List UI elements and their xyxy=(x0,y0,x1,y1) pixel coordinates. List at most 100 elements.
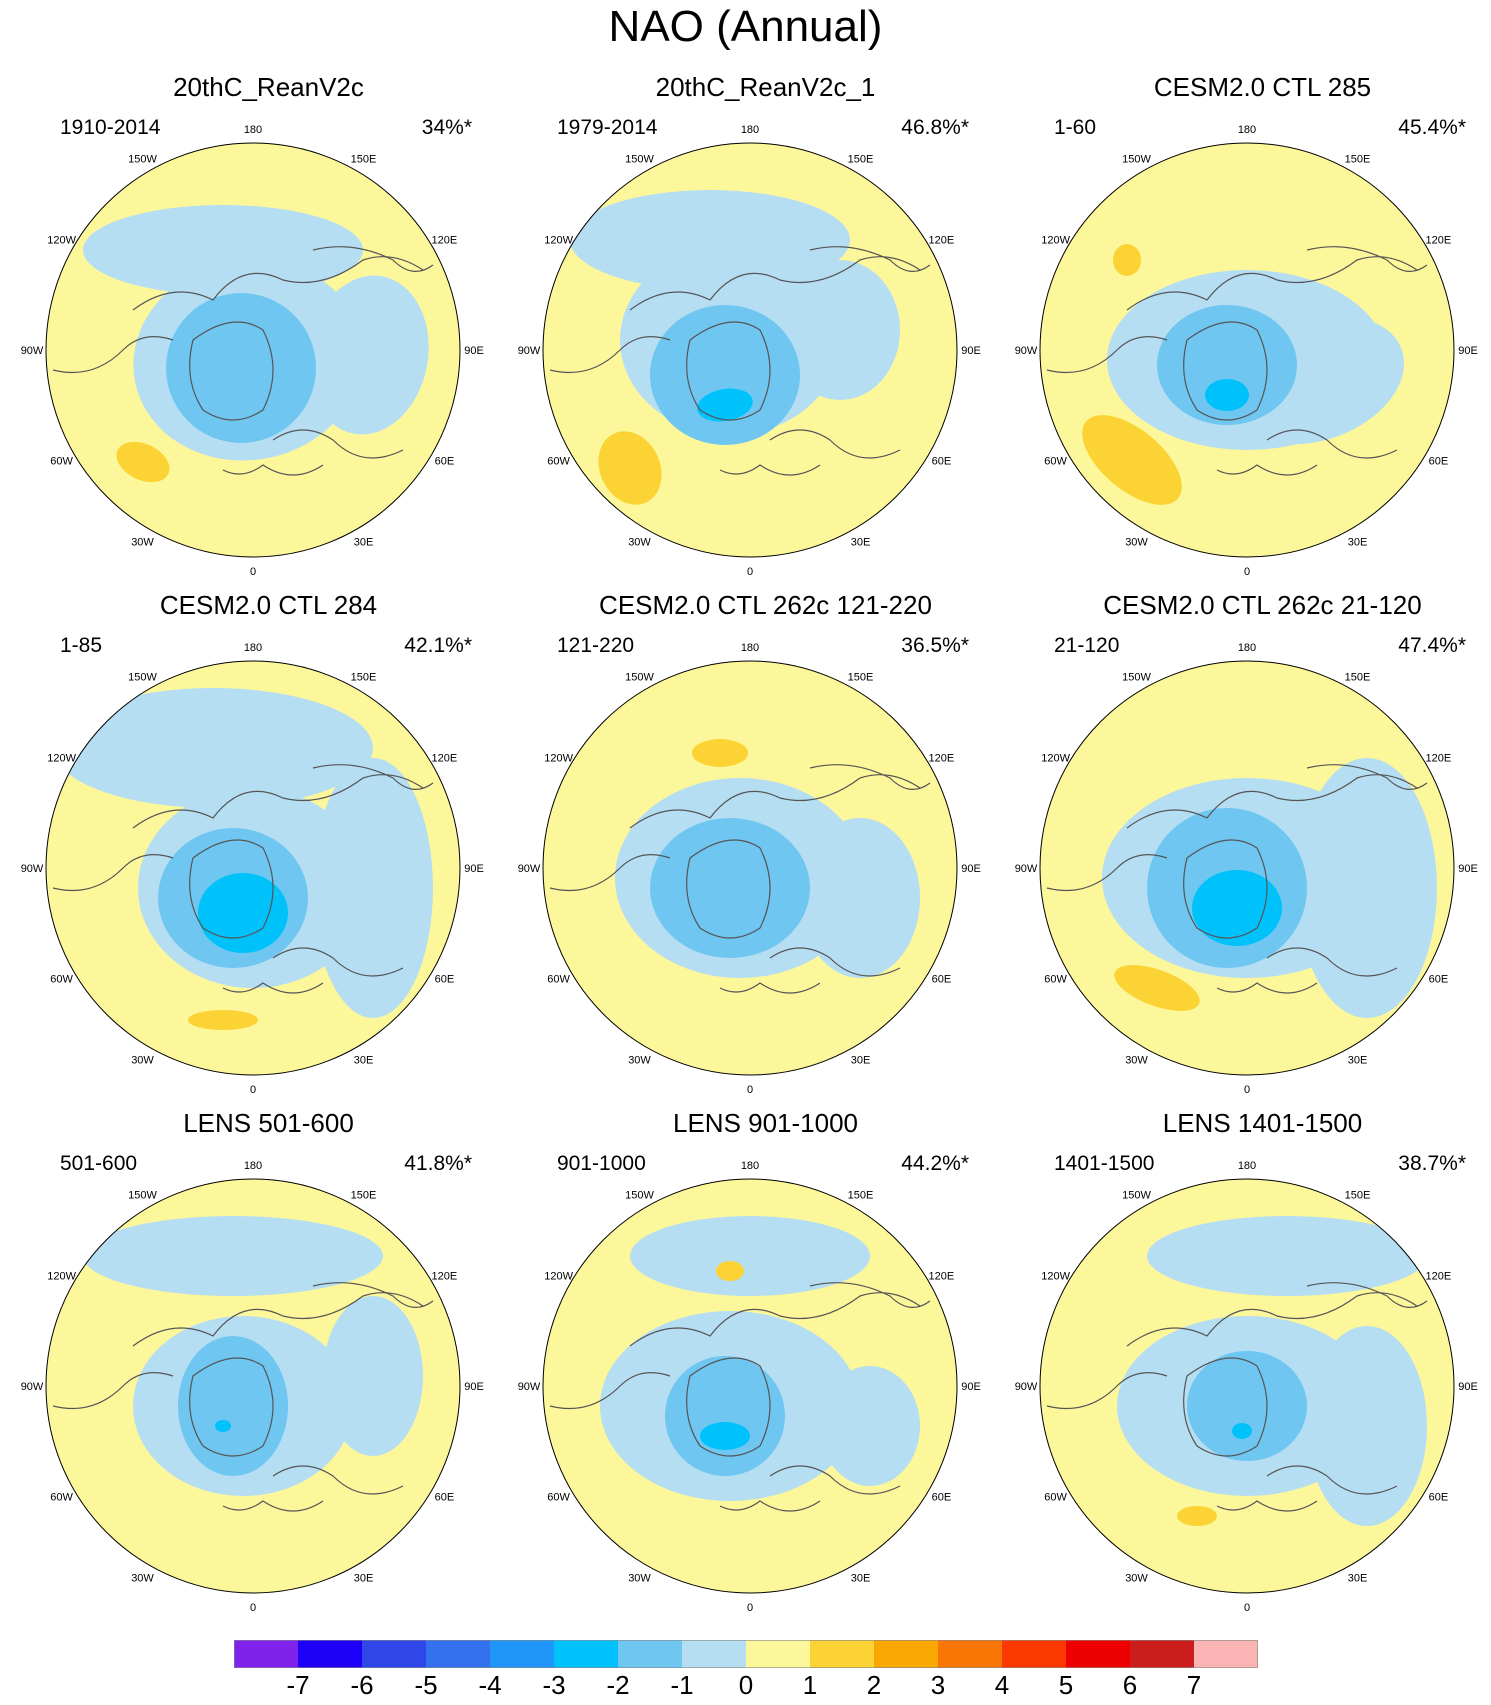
longitude-label: 60W xyxy=(50,974,73,986)
colorbar-swatch xyxy=(1002,1640,1066,1668)
colorbar-swatch xyxy=(554,1640,618,1668)
negative-anomaly xyxy=(307,275,429,435)
colorbar-tick-label: -6 xyxy=(350,1670,373,1696)
colorbar-tick-label: -1 xyxy=(670,1670,693,1696)
longitude-label: 30E xyxy=(354,1054,374,1066)
longitude-label: 180 xyxy=(244,124,262,136)
longitude-label: 90W xyxy=(1015,345,1038,357)
longitude-label: 90E xyxy=(464,345,484,357)
longitude-label: 60E xyxy=(932,1492,952,1504)
longitude-label: 60E xyxy=(435,1492,455,1504)
period-label: 1401-1500 xyxy=(1054,1152,1155,1175)
coastline xyxy=(222,464,324,476)
positive-anomaly xyxy=(692,739,748,767)
coastline xyxy=(222,1500,324,1512)
polar-map: 180 150E 120E 90E 60E 30E 0 30W 60W 90W 120W 150W xyxy=(1015,124,1478,578)
map-boundary xyxy=(1039,660,1455,1076)
colorbar-tick-label: 3 xyxy=(931,1670,945,1696)
longitude-label: 120E xyxy=(432,753,458,765)
map-panel: 20thC_ReanV2c_1 180 150E 120E 90E 60E 30E 0 30W 6… xyxy=(517,72,1014,590)
longitude-label: 90W xyxy=(1015,1381,1038,1393)
coastline xyxy=(132,256,424,311)
colorbar-swatch xyxy=(810,1640,874,1668)
map-boundary xyxy=(542,142,958,558)
map-boundary xyxy=(45,142,461,558)
coastline xyxy=(686,321,771,421)
negative-anomaly xyxy=(1147,1216,1427,1296)
period-label: 901-1000 xyxy=(557,1152,646,1175)
coastline xyxy=(809,246,931,272)
longitude-label: 120W xyxy=(47,1271,76,1283)
longitude-label: 30W xyxy=(131,1572,154,1584)
longitude-label: 150E xyxy=(848,672,874,684)
colorbar-tick-label: 4 xyxy=(995,1670,1009,1696)
coastline xyxy=(1046,336,1168,374)
map-boundary xyxy=(542,1178,958,1594)
longitude-label: 90W xyxy=(21,345,44,357)
coastline xyxy=(189,321,274,421)
negative-anomaly xyxy=(780,260,900,400)
colorbar-tick-label: -3 xyxy=(542,1670,565,1696)
map-panel: LENS 501-600 180 150E 120E 90E 60E 30E 0 30W 60W 9… xyxy=(20,1108,517,1626)
coastline xyxy=(1183,321,1268,421)
longitude-label: 150E xyxy=(848,154,874,166)
colorbar-swatch xyxy=(298,1640,362,1668)
longitude-label: 120E xyxy=(1426,753,1452,765)
longitude-label: 0 xyxy=(250,1602,256,1614)
moderate-negative-anomaly xyxy=(166,293,316,443)
panel-title: LENS 901-1000 xyxy=(672,1108,859,1138)
polar-map: 180 150E 120E 90E 60E 30E 0 30W 60W 90W 120W 150W xyxy=(21,124,484,578)
longitude-label: 30W xyxy=(1125,1054,1148,1066)
coastline xyxy=(1216,982,1318,994)
moderate-negative-anomaly xyxy=(665,1356,785,1476)
longitude-label: 90E xyxy=(1458,345,1478,357)
longitude-label: 150E xyxy=(351,1190,377,1202)
coastline xyxy=(272,947,404,977)
negative-anomaly xyxy=(570,190,850,290)
longitude-label: 60E xyxy=(435,456,455,468)
colorbar-swatch xyxy=(874,1640,938,1668)
colorbar-swatch xyxy=(426,1640,490,1668)
colorbar-tick-label: 5 xyxy=(1059,1670,1073,1696)
positive-anomaly xyxy=(1177,1506,1217,1526)
longitude-label: 30E xyxy=(851,1572,871,1584)
longitude-label: 60E xyxy=(1429,1492,1449,1504)
moderate-negative-anomaly xyxy=(1157,305,1297,425)
longitude-label: 30E xyxy=(851,1054,871,1066)
longitude-label: 150W xyxy=(128,154,157,166)
colorbar-swatch xyxy=(618,1640,682,1668)
polar-map: 180 150E 120E 90E 60E 30E 0 30W 60W 90W 120W 150W xyxy=(21,1160,484,1614)
longitude-label: 30W xyxy=(1125,1572,1148,1584)
coastline xyxy=(1306,764,1428,790)
longitude-label: 30E xyxy=(1348,1054,1368,1066)
positive-anomaly xyxy=(1114,965,1200,1011)
period-label: 1910-2014 xyxy=(60,116,161,139)
longitude-label: 0 xyxy=(1244,566,1250,578)
coastline xyxy=(1266,1465,1398,1495)
moderate-negative-anomaly xyxy=(178,1336,288,1476)
positive-anomaly xyxy=(116,441,170,483)
coastline xyxy=(312,246,434,272)
longitude-label: 120E xyxy=(1426,1271,1452,1283)
negative-anomaly xyxy=(630,1216,870,1296)
longitude-label: 150W xyxy=(1122,672,1151,684)
coastline xyxy=(769,1465,901,1495)
period-label: 21-120 xyxy=(1054,634,1120,657)
moderate-negative-anomaly xyxy=(1187,1351,1307,1461)
map-panel: 20thC_ReanV2c 180 150E 120E 90E 60E 30E 0 30W 60W… xyxy=(20,72,517,590)
negative-anomaly xyxy=(1307,1326,1427,1526)
coastline xyxy=(1046,854,1168,892)
longitude-label: 60E xyxy=(1429,974,1449,986)
longitude-label: 150W xyxy=(128,672,157,684)
coastline xyxy=(1216,1500,1318,1512)
colorbar-swatch xyxy=(938,1640,1002,1668)
longitude-label: 30W xyxy=(628,1054,651,1066)
longitude-label: 90W xyxy=(1015,863,1038,875)
longitude-label: 90E xyxy=(1458,1381,1478,1393)
colorbar-tick-label: -4 xyxy=(478,1670,501,1696)
longitude-label: 60W xyxy=(1044,1492,1067,1504)
colorbar-tick-label: 6 xyxy=(1123,1670,1137,1696)
coastline xyxy=(52,854,174,892)
panel-title: CESM2.0 CTL 285 xyxy=(1153,72,1372,102)
longitude-label: 120E xyxy=(929,1271,955,1283)
